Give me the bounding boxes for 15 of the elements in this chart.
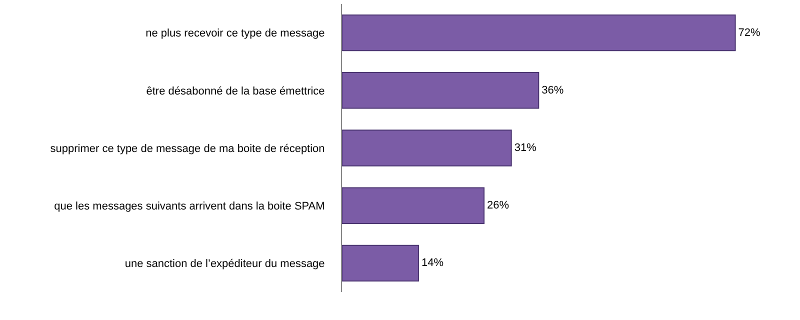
- data-label: 14%: [421, 257, 444, 270]
- y-tick-label: supprimer ce type de message de ma boite de réception: [50, 142, 325, 155]
- data-label: 26%: [487, 200, 510, 212]
- bar: [342, 130, 512, 166]
- bar: [342, 187, 485, 224]
- bar: [342, 14, 736, 52]
- y-tick-label: être désabonné de la base émettrice: [146, 85, 325, 98]
- y-tick-label: que les messages suivants arrivent dans la boite SPAM: [54, 200, 325, 212]
- y-tick-label: une sanction de l’expéditeur du message: [124, 258, 325, 270]
- bar: [342, 244, 419, 282]
- y-tick-label: ne plus recevoir ce type de message: [146, 28, 325, 40]
- bar: [342, 72, 540, 109]
- data-label: 36%: [542, 84, 564, 96]
- data-label: 31%: [514, 142, 537, 154]
- data-label: 72%: [738, 26, 761, 39]
